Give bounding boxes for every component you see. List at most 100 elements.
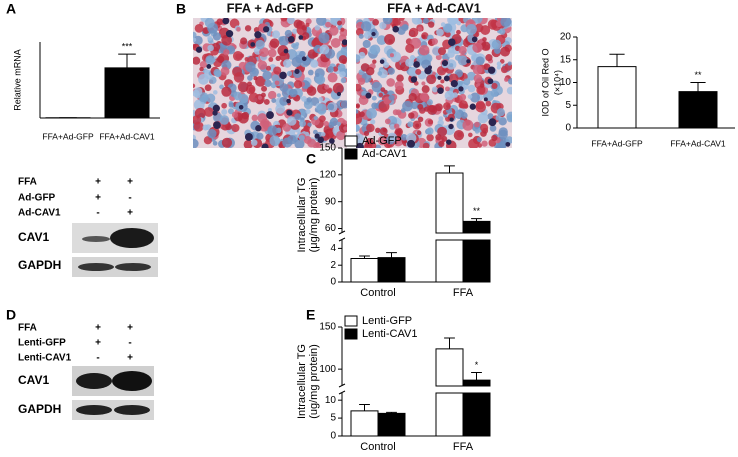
cell <box>384 33 396 45</box>
y-tick-label: 150 <box>319 322 336 333</box>
cell <box>463 78 471 86</box>
error-bar <box>690 82 706 92</box>
cell <box>221 108 228 115</box>
cell <box>268 57 274 62</box>
cell <box>356 133 365 145</box>
cell <box>371 95 377 101</box>
cell <box>207 44 214 52</box>
nucleus <box>298 35 304 40</box>
cell <box>301 24 307 31</box>
cell <box>319 44 330 55</box>
cell <box>448 18 459 25</box>
cell <box>356 54 361 63</box>
cell <box>459 93 467 101</box>
cell <box>405 58 414 67</box>
cell <box>360 21 372 32</box>
y-axis-title: Relative mRNA <box>12 49 22 111</box>
y-axis-title: Intracellular TG <box>296 344 308 419</box>
cell <box>306 97 312 103</box>
cell <box>383 61 390 69</box>
cell <box>490 89 499 97</box>
cell <box>332 66 339 72</box>
blot-row-label: Ad-CAV1 <box>18 208 61 219</box>
cell <box>233 91 243 101</box>
cell <box>358 95 369 106</box>
cell <box>307 69 314 76</box>
blot-row-label: FFA <box>18 323 37 334</box>
cell <box>194 23 204 33</box>
cell <box>198 73 209 85</box>
nucleus <box>254 31 262 39</box>
panel-label: E <box>306 307 315 323</box>
cell <box>456 29 461 35</box>
cell <box>480 123 489 132</box>
cell <box>467 94 473 99</box>
nucleus <box>244 133 253 141</box>
cell <box>207 35 213 41</box>
blot-row-label: Ad-GFP <box>18 193 56 204</box>
blot-mark: + <box>127 353 133 364</box>
y-tick-label: 0 <box>330 431 336 442</box>
cell <box>421 81 426 86</box>
cell <box>388 94 395 101</box>
cell <box>474 23 484 33</box>
cell <box>468 132 473 138</box>
bar <box>377 412 406 437</box>
y-tick-label: 4 <box>330 243 336 254</box>
cell <box>269 135 281 147</box>
cell <box>221 34 232 46</box>
cell <box>211 42 221 52</box>
blot-band <box>112 371 152 391</box>
cell <box>314 25 321 31</box>
cell <box>256 132 264 140</box>
cell <box>389 53 394 58</box>
cell <box>409 54 416 61</box>
cell <box>216 55 225 63</box>
cell <box>340 27 345 32</box>
cell <box>491 39 502 50</box>
cell <box>248 92 259 103</box>
cell <box>337 63 346 72</box>
cell <box>295 54 305 64</box>
nucleus <box>213 121 221 130</box>
cell <box>320 131 326 137</box>
cell <box>477 112 489 124</box>
cell <box>491 82 498 89</box>
cell <box>251 114 259 122</box>
cell <box>233 72 245 83</box>
cell <box>379 21 387 30</box>
error-bar <box>471 218 482 222</box>
nucleus <box>195 46 203 53</box>
y-tick-label: 10 <box>325 395 337 406</box>
cell <box>449 63 454 68</box>
error-bar <box>444 337 455 349</box>
cell <box>444 31 451 38</box>
axis-break <box>338 230 346 235</box>
blot-band-label: CAV1 <box>18 230 49 244</box>
cell <box>193 56 201 65</box>
cell <box>472 42 483 53</box>
cell <box>219 115 230 125</box>
nucleus <box>413 61 420 68</box>
cell <box>421 85 430 94</box>
cell <box>410 101 419 110</box>
cell <box>427 104 438 115</box>
cell <box>265 65 272 71</box>
cell <box>340 77 347 84</box>
cell <box>236 27 241 32</box>
cell <box>278 35 289 47</box>
cell <box>257 95 263 100</box>
cell <box>199 60 208 69</box>
cell <box>316 18 327 26</box>
cell <box>221 137 233 148</box>
blot-mark: - <box>96 208 99 219</box>
y-tick-label: 0 <box>330 277 336 288</box>
cell <box>445 86 450 92</box>
cell <box>288 88 298 98</box>
nucleus <box>341 39 347 46</box>
cell <box>294 113 302 121</box>
cell <box>427 40 433 45</box>
cell <box>498 117 507 126</box>
cell <box>204 84 212 92</box>
